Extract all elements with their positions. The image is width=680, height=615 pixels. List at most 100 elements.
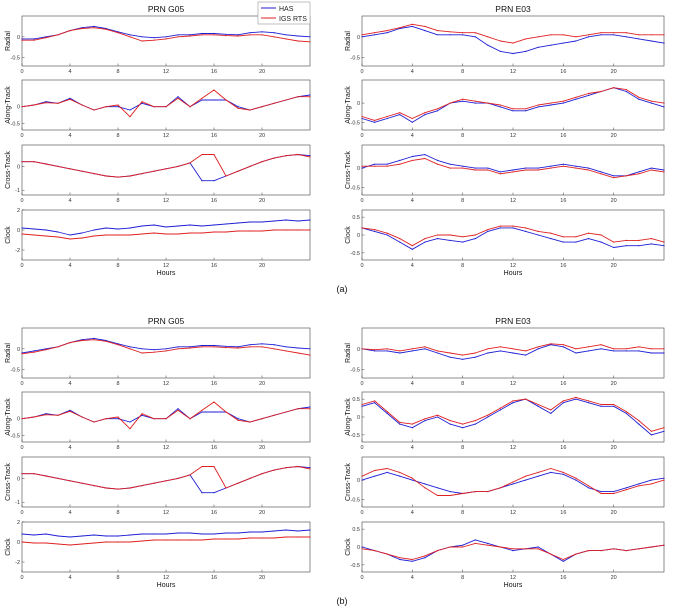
data-point: [33, 542, 35, 544]
data-point: [474, 542, 476, 545]
subplot-title: PRN E03: [495, 316, 531, 326]
data-point: [189, 34, 191, 36]
data-point: [153, 106, 155, 108]
x-tick-label: 20: [259, 198, 265, 204]
data-point: [650, 243, 653, 245]
data-point: [663, 544, 665, 546]
data-point: [33, 351, 35, 353]
data-point: [141, 101, 143, 103]
data-point: [141, 40, 143, 42]
data-point: [81, 104, 83, 106]
data-point: [285, 350, 287, 352]
y-tick-label: -0.5: [11, 433, 20, 439]
y-tick-label: -0.5: [11, 368, 20, 374]
x-tick-label: 0: [360, 69, 363, 75]
data-point: [537, 230, 539, 232]
data-point: [562, 560, 564, 562]
data-point: [261, 537, 263, 539]
data-point: [141, 540, 143, 542]
data-point: [261, 473, 263, 475]
y-tick-label: -0.5: [351, 185, 360, 191]
data-point: [525, 398, 527, 400]
data-point: [638, 346, 640, 348]
data-point: [189, 35, 191, 37]
data-point: [237, 35, 239, 37]
data-point: [411, 423, 413, 425]
legend-label-igs: IGS RTS: [279, 16, 307, 23]
data-point: [650, 102, 653, 104]
x-tick-label: 20: [611, 510, 617, 516]
data-point: [663, 241, 665, 243]
data-point: [285, 38, 287, 40]
y-tick-label: 2: [17, 208, 20, 214]
y-tick-label: -0.5: [351, 368, 360, 374]
data-point: [93, 534, 95, 536]
data-point: [177, 165, 179, 167]
data-point: [93, 27, 95, 29]
data-point: [285, 99, 287, 101]
data-point: [57, 346, 59, 348]
data-point: [525, 548, 527, 550]
data-point: [550, 232, 552, 234]
data-point: [81, 27, 83, 30]
data-point: [117, 104, 119, 106]
data-point: [81, 416, 83, 418]
x-tick-label: 4: [411, 575, 414, 581]
data-point: [449, 423, 451, 425]
data-point: [201, 344, 203, 347]
data-point: [105, 487, 107, 489]
data-point: [587, 94, 590, 96]
data-point: [525, 169, 527, 171]
data-point: [386, 30, 388, 32]
data-point: [237, 346, 239, 348]
x-tick-label: 0: [360, 510, 363, 516]
data-point: [525, 475, 527, 477]
x-axis-label: Hours: [504, 270, 523, 277]
data-point: [249, 537, 251, 539]
data-point: [153, 39, 155, 41]
data-point: [361, 165, 363, 167]
data-point: [587, 238, 590, 240]
data-point: [273, 220, 275, 222]
data-point: [474, 356, 476, 358]
data-point: [399, 350, 401, 352]
data-point: [487, 230, 489, 232]
data-point: [449, 494, 451, 497]
axes-frame: [21, 144, 311, 196]
data-point: [21, 353, 23, 355]
y-tick-label: 0: [357, 35, 360, 41]
data-point: [462, 32, 464, 34]
x-tick-label: 12: [510, 69, 516, 75]
data-point: [177, 225, 179, 227]
data-point: [129, 487, 131, 489]
data-point: [33, 416, 35, 418]
x-tick-label: 8: [461, 69, 464, 75]
x-tick-label: 4: [68, 198, 71, 204]
subplot-title: PRN E03: [495, 4, 531, 14]
data-point: [638, 173, 640, 175]
data-point: [575, 479, 577, 481]
data-point: [537, 348, 539, 350]
x-tick-label: 0: [20, 198, 23, 204]
data-point: [129, 348, 131, 350]
data-point: [462, 100, 464, 102]
data-point: [201, 99, 203, 101]
data-point: [399, 27, 401, 29]
data-point: [499, 50, 501, 53]
data-point: [374, 121, 376, 123]
data-point: [261, 346, 263, 348]
data-point: [550, 34, 552, 36]
data-point: [21, 161, 23, 163]
data-point: [129, 541, 131, 543]
data-point: [525, 167, 527, 169]
y-tick-label: 0: [357, 415, 360, 421]
data-point: [177, 96, 179, 98]
data-point: [297, 347, 299, 349]
data-point: [613, 405, 615, 407]
data-point: [189, 347, 191, 349]
data-point: [474, 238, 476, 240]
data-point: [249, 221, 251, 223]
data-point: [537, 234, 539, 236]
data-point: [105, 28, 107, 30]
